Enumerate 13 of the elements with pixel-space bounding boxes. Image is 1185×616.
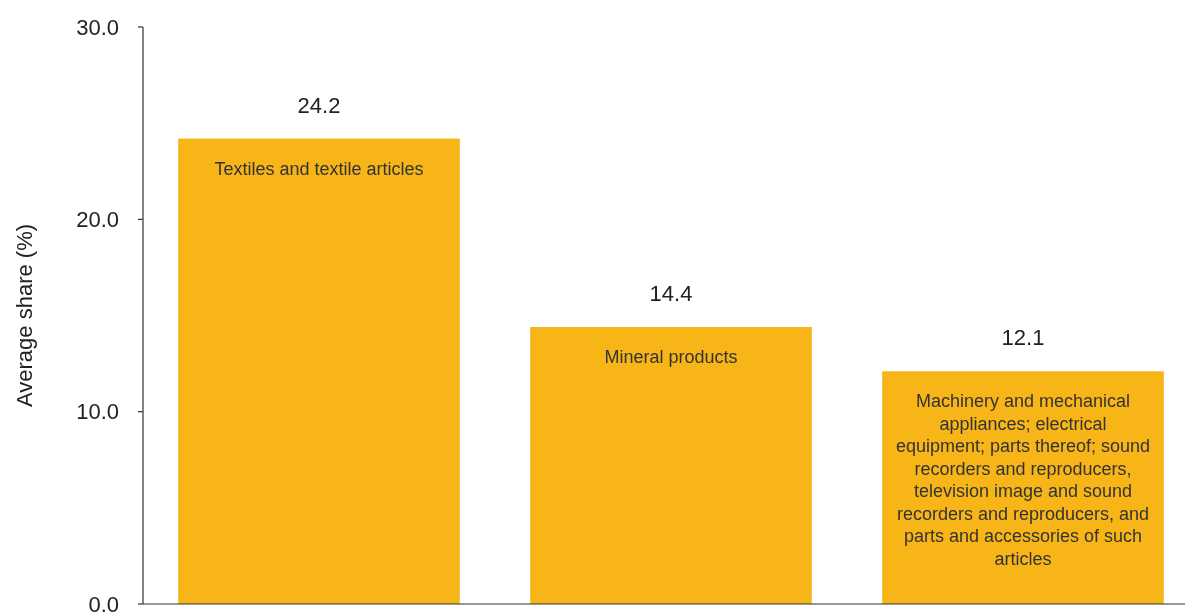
bar [530, 327, 812, 604]
y-tick-label: 30.0 [76, 14, 119, 40]
y-axis-title: Average share (%) [12, 223, 37, 408]
data-label: 12.1 [1001, 325, 1045, 351]
x-tick-label: Mineral products [604, 347, 738, 368]
bar [178, 138, 460, 604]
y-tick-label: 0.0 [88, 591, 119, 616]
data-label: 24.2 [297, 92, 341, 118]
x-tick-label: Machinery and mechanical appliances; electrical equipment; parts thereof; sound recorders and reproducers, television image and sound recorders and reproducers, and parts and accessories of such articles [895, 391, 1151, 569]
x-tick-label: Textiles and textile articles [214, 158, 424, 179]
data-label: 14.4 [649, 281, 693, 307]
y-tick-label: 10.0 [76, 399, 119, 425]
y-tick-label: 20.0 [76, 207, 119, 233]
